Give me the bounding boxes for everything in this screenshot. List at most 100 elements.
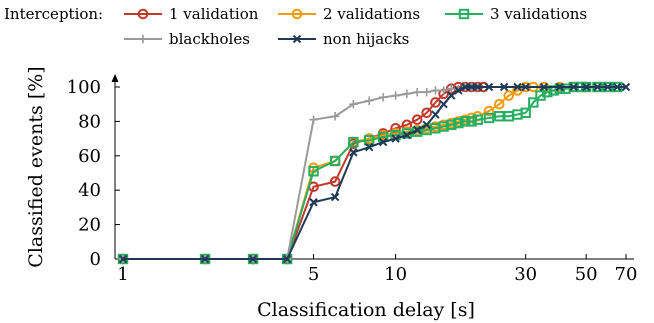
x-tick-label: 70 bbox=[615, 264, 638, 285]
x-tick-label: 10 bbox=[384, 264, 407, 285]
legend-marker bbox=[291, 8, 303, 20]
y-tick-label: 20 bbox=[78, 215, 101, 236]
legend-label: 3 validations bbox=[490, 5, 587, 23]
data-point-3-validations bbox=[483, 112, 495, 124]
data-point-blackholes bbox=[402, 89, 412, 99]
data-point-blackholes bbox=[378, 93, 388, 102]
data-point-3-validations bbox=[520, 107, 531, 118]
data-point-non-hijacks bbox=[118, 254, 128, 264]
data-point-non-hijacks bbox=[539, 82, 549, 92]
data-point-non-hijacks bbox=[309, 198, 318, 207]
y-tick-label: 100 bbox=[67, 77, 101, 98]
series-line-3-validations bbox=[123, 86, 618, 260]
data-point-2-validations bbox=[493, 98, 505, 110]
data-point-non-hijacks bbox=[460, 82, 470, 92]
data-point-non-hijacks bbox=[422, 120, 431, 130]
legend-title: Interception: bbox=[4, 5, 103, 23]
legend-marker bbox=[458, 8, 470, 20]
data-point-1-validation bbox=[329, 176, 341, 187]
data-point-non-hijacks bbox=[569, 82, 578, 92]
y-tick-label: 80 bbox=[78, 111, 101, 132]
legend-label: 2 validations bbox=[323, 5, 420, 23]
data-point-blackholes bbox=[439, 86, 448, 95]
legend-item-1-validation: 1 validation bbox=[124, 5, 259, 23]
data-point-blackholes bbox=[309, 115, 318, 124]
data-point-2-validations bbox=[483, 105, 495, 117]
y-tick-label: 60 bbox=[78, 146, 101, 167]
data-point-non-hijacks bbox=[499, 82, 509, 92]
x-tick-label: 5 bbox=[308, 264, 319, 285]
series-blackholes bbox=[118, 82, 482, 264]
data-point-1-validation bbox=[421, 107, 432, 119]
legend-item-non-hijacks: non hijacks bbox=[278, 30, 409, 48]
data-point-non-hijacks bbox=[603, 82, 612, 92]
y-tick-label: 40 bbox=[78, 180, 101, 201]
data-point-non-hijacks bbox=[349, 148, 358, 157]
x-tick-label: 30 bbox=[514, 264, 537, 285]
data-point-non-hijacks bbox=[330, 192, 340, 202]
series-non-hijacks bbox=[118, 82, 631, 264]
data-point-blackholes bbox=[447, 84, 456, 93]
legend-marker bbox=[137, 8, 149, 20]
series-layer bbox=[117, 81, 631, 265]
data-point-non-hijacks bbox=[431, 110, 440, 119]
data-point-blackholes bbox=[349, 100, 358, 109]
data-point-3-validations bbox=[472, 114, 483, 125]
x-axis-title: Classification delay [s] bbox=[257, 299, 475, 321]
series-line-blackholes bbox=[123, 86, 478, 260]
legend-label: 1 validation bbox=[169, 5, 259, 23]
data-point-non-hijacks bbox=[439, 99, 448, 109]
data-point-non-hijacks bbox=[613, 82, 622, 92]
data-point-non-hijacks bbox=[248, 254, 258, 264]
data-point-non-hijacks bbox=[378, 137, 388, 147]
y-axis-title: Classified events [%] bbox=[25, 66, 47, 267]
data-point-blackholes bbox=[413, 87, 422, 97]
legend: Interception: 1 validation 2 validations 3… bbox=[4, 5, 587, 48]
legend-label: blackholes bbox=[169, 30, 250, 48]
series-3-validations bbox=[117, 81, 623, 265]
data-point-non-hijacks bbox=[484, 82, 494, 92]
data-point-non-hijacks bbox=[391, 134, 400, 143]
data-point-3-validations bbox=[494, 111, 505, 122]
legend-label: non hijacks bbox=[323, 30, 409, 48]
data-point-3-validations bbox=[329, 155, 341, 167]
data-point-non-hijacks bbox=[593, 82, 602, 92]
x-tick-label: 50 bbox=[575, 264, 598, 285]
data-point-blackholes bbox=[431, 86, 440, 95]
data-point-non-hijacks bbox=[402, 130, 412, 140]
data-point-3-validations bbox=[460, 116, 471, 127]
data-point-non-hijacks bbox=[447, 91, 456, 100]
y-tick-label: 0 bbox=[90, 249, 101, 270]
data-point-non-hijacks bbox=[513, 82, 522, 92]
data-point-non-hijacks bbox=[454, 86, 463, 95]
data-point-2-validations bbox=[503, 90, 515, 101]
data-point-3-validations bbox=[308, 166, 319, 177]
ticks: 0 20 40 60 80 100 1 5 10 30 50 70 bbox=[67, 77, 638, 285]
series-line-non-hijacks bbox=[123, 86, 626, 260]
data-point-3-validations bbox=[453, 117, 464, 129]
data-point-non-hijacks bbox=[581, 82, 591, 92]
legend-item-blackholes: blackholes bbox=[124, 30, 250, 48]
data-point-blackholes bbox=[422, 87, 431, 97]
x-tick-label: 1 bbox=[117, 264, 128, 285]
data-point-non-hijacks bbox=[412, 125, 422, 135]
legend-marker bbox=[138, 34, 148, 44]
data-point-3-validations bbox=[446, 119, 457, 131]
data-point-3-validations bbox=[348, 136, 359, 148]
data-point-non-hijacks bbox=[521, 82, 530, 92]
legend-marker bbox=[292, 34, 302, 44]
data-point-non-hijacks bbox=[364, 142, 374, 152]
data-point-blackholes bbox=[330, 112, 340, 121]
data-point-non-hijacks bbox=[555, 82, 564, 92]
data-point-non-hijacks bbox=[473, 82, 482, 92]
data-point-3-validations bbox=[528, 97, 539, 108]
data-point-3-validations bbox=[466, 116, 477, 127]
data-point-non-hijacks bbox=[200, 254, 210, 264]
data-point-blackholes bbox=[391, 91, 400, 100]
data-point-1-validation bbox=[411, 114, 423, 125]
data-point-3-validations bbox=[554, 83, 565, 94]
data-point-1-validation bbox=[430, 97, 441, 108]
data-point-3-validations bbox=[363, 135, 375, 146]
data-point-non-hijacks bbox=[282, 254, 292, 264]
